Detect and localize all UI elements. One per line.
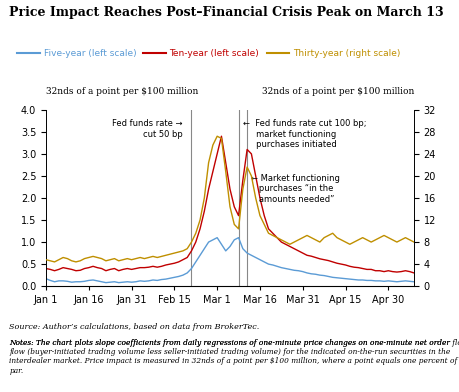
- Five-year (left scale): [43, 276, 49, 281]
- Five-year (left scale): [201, 246, 207, 251]
- Ten-year (left scale): [150, 264, 156, 269]
- Ten-year (left scale): [197, 227, 202, 231]
- Ten-year (left scale): [231, 205, 236, 209]
- Five-year (left scale): [351, 277, 356, 282]
- Five-year (left scale): [107, 280, 113, 285]
- Thirty-year (right scale): [351, 240, 356, 245]
- Text: Notes: The chart plots slope coefficients from daily regressions of one-minute p: Notes: The chart plots slope coefficient…: [9, 339, 459, 347]
- Text: ← Market functioning
   purchases “in the
   amounts needed”: ← Market functioning purchases “in the a…: [251, 174, 340, 203]
- Thirty-year (right scale): [235, 227, 241, 231]
- Five-year (left scale): [129, 280, 134, 285]
- Thirty-year (right scale): [410, 240, 416, 245]
- Thirty-year (right scale): [129, 258, 134, 262]
- Line: Ten-year (left scale): Ten-year (left scale): [46, 136, 413, 273]
- Text: Notes: The chart plots slope coefficients from daily regressions of one-minute p: Notes: The chart plots slope coefficient…: [9, 339, 456, 375]
- Thirty-year (right scale): [107, 258, 113, 262]
- Ten-year (left scale): [103, 269, 108, 273]
- Text: ←  Fed funds rate cut 100 bp;
     market functioning
     purchases initiated: ← Fed funds rate cut 100 bp; market func…: [242, 120, 365, 149]
- Five-year (left scale): [214, 235, 219, 240]
- Text: Price Impact Reaches Post–Financial Crisis Peak on March 13: Price Impact Reaches Post–Financial Cris…: [9, 6, 443, 19]
- Ten-year (left scale): [346, 264, 352, 269]
- Text: 32nds of a point per $100 million: 32nds of a point per $100 million: [46, 87, 198, 96]
- Ten-year (left scale): [43, 266, 49, 271]
- Ten-year (left scale): [124, 266, 130, 271]
- Ten-year (left scale): [410, 270, 416, 275]
- Ten-year (left scale): [218, 134, 224, 139]
- Text: 32nds of a point per $100 million: 32nds of a point per $100 million: [261, 87, 413, 96]
- Thirty-year (right scale): [201, 196, 207, 200]
- Line: Thirty-year (right scale): Thirty-year (right scale): [46, 136, 413, 262]
- Thirty-year (right scale): [214, 134, 219, 139]
- Five-year (left scale): [235, 235, 241, 240]
- Text: Source: Author’s calculations, based on data from BrokerTec.: Source: Author’s calculations, based on …: [9, 323, 259, 331]
- Thirty-year (right scale): [43, 258, 49, 262]
- Thirty-year (right scale): [154, 255, 160, 260]
- Legend: Five-year (left scale), Ten-year (left scale), Thirty-year (right scale): Five-year (left scale), Ten-year (left s…: [14, 46, 403, 62]
- Text: Fed funds rate →
cut 50 bp: Fed funds rate → cut 50 bp: [112, 120, 183, 139]
- Thirty-year (right scale): [52, 260, 57, 264]
- Line: Five-year (left scale): Five-year (left scale): [46, 238, 413, 283]
- Five-year (left scale): [154, 278, 160, 283]
- Five-year (left scale): [103, 280, 108, 285]
- Five-year (left scale): [410, 279, 416, 284]
